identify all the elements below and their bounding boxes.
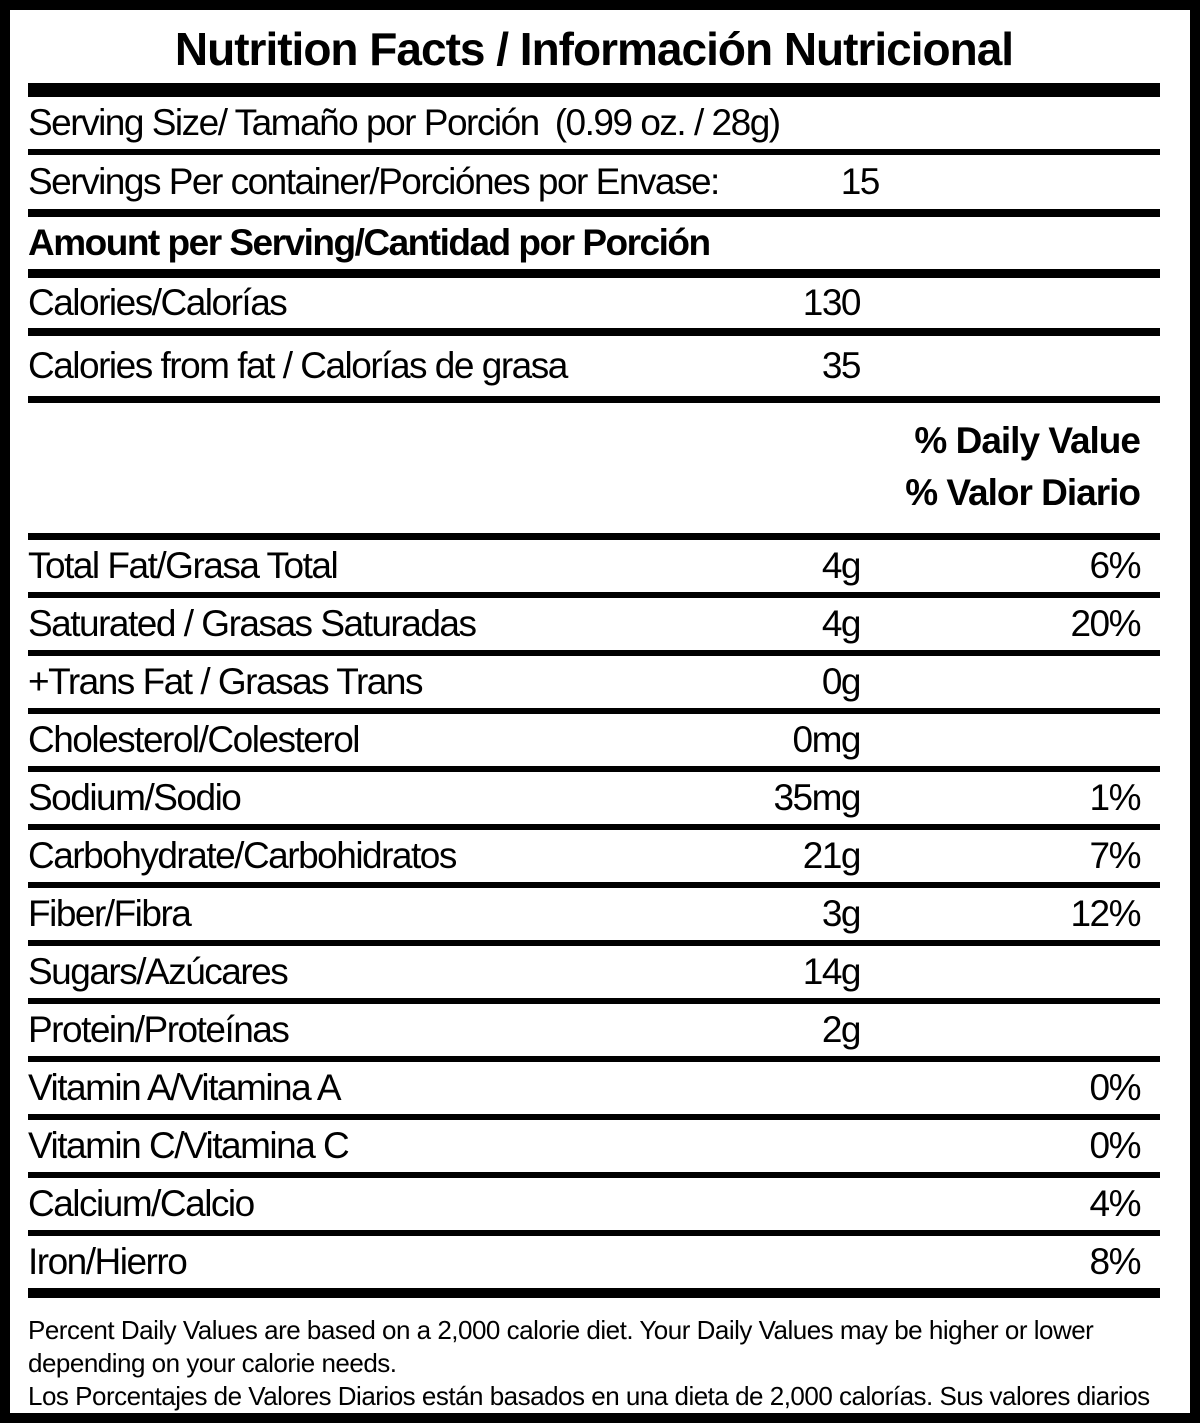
serving-size-value: (0.99 oz. / 28g) bbox=[554, 102, 781, 144]
nutrient-amount: 0g bbox=[821, 661, 862, 703]
nutrient-label: Total Fat/Grasa Total bbox=[28, 545, 339, 587]
nutrient-amount: 35mg bbox=[773, 777, 861, 819]
nutrient-row-carbohydrate: Carbohydrate/Carbohidratos 21g 7% bbox=[28, 830, 1160, 888]
nutrient-row-saturated-fat: Saturated / Grasas Saturadas 4g 20% bbox=[28, 598, 1160, 656]
nutrient-label: Sugars/Azúcares bbox=[28, 951, 289, 993]
nutrient-amount: 2g bbox=[821, 1009, 862, 1051]
nutrient-dv: 4% bbox=[1089, 1183, 1142, 1225]
nutrient-label: Iron/Hierro bbox=[28, 1241, 188, 1283]
servings-per-container-label: Servings Per container/Porciónes por Env… bbox=[28, 161, 720, 203]
nutrient-dv: 7% bbox=[1089, 835, 1142, 877]
nutrient-label: Saturated / Grasas Saturadas bbox=[28, 603, 477, 645]
nutrient-amount: 3g bbox=[821, 893, 862, 935]
serving-size-label: Serving Size/ Tamaño por Porción bbox=[28, 102, 540, 144]
serving-size-row: Serving Size/ Tamaño por Porción (0.99 oz… bbox=[28, 97, 1160, 155]
daily-value-header-es: % Valor Diario bbox=[905, 471, 1141, 513]
nutrient-row-total-fat: Total Fat/Grasa Total 4g 6% bbox=[28, 540, 1160, 598]
nutrient-label: Vitamin C/Vitamina C bbox=[28, 1125, 350, 1167]
daily-value-header-en: % Daily Value bbox=[914, 419, 1141, 461]
nutrient-dv: 6% bbox=[1089, 545, 1142, 587]
nutrient-dv: 0% bbox=[1089, 1067, 1142, 1109]
amount-per-serving-heading: Amount per Serving/Cantidad por Porción bbox=[28, 217, 1160, 278]
nutrient-label: +Trans Fat / Grasas Trans bbox=[28, 661, 423, 703]
nutrient-amount: 0mg bbox=[792, 719, 862, 761]
daily-value-header: % Daily Value % Valor Diario bbox=[28, 403, 1160, 540]
nutrient-label: Calcium/Calcio bbox=[28, 1183, 255, 1225]
nutrient-dv: 1% bbox=[1089, 777, 1142, 819]
servings-per-container-value: 15 bbox=[840, 161, 881, 203]
calories-from-fat-value: 35 bbox=[821, 345, 862, 387]
nutrient-label: Cholesterol/Colesterol bbox=[28, 719, 361, 761]
footnote: Percent Daily Values are based on a 2,00… bbox=[28, 1298, 1160, 1413]
nutrient-row-vitamin-c: Vitamin C/Vitamina C 0% bbox=[28, 1120, 1160, 1178]
nutrient-label: Protein/Proteínas bbox=[28, 1009, 290, 1051]
nutrient-amount: 14g bbox=[802, 951, 862, 993]
calories-row: Calories/Calorías 130 bbox=[28, 278, 1160, 336]
calories-value: 130 bbox=[802, 282, 862, 324]
footnote-spanish: Los Porcentajes de Valores Diarios están… bbox=[28, 1380, 1150, 1411]
calories-from-fat-row: Calories from fat / Calorías de grasa 35 bbox=[28, 336, 1160, 403]
nutrient-label: Carbohydrate/Carbohidratos bbox=[28, 835, 457, 877]
nutrient-row-sodium: Sodium/Sodio 35mg 1% bbox=[28, 772, 1160, 830]
nutrient-row-cholesterol: Cholesterol/Colesterol 0mg bbox=[28, 714, 1160, 772]
calories-label: Calories/Calorías bbox=[28, 282, 288, 324]
calories-from-fat-label: Calories from fat / Calorías de grasa bbox=[28, 345, 568, 387]
nutrient-row-calcium: Calcium/Calcio 4% bbox=[28, 1178, 1160, 1236]
nutrient-row-sugars: Sugars/Azúcares 14g bbox=[28, 946, 1160, 1004]
footnote-english: Percent Daily Values are based on a 2,00… bbox=[28, 1314, 1094, 1378]
nutrient-row-trans-fat: +Trans Fat / Grasas Trans 0g bbox=[28, 656, 1160, 714]
label-title: Nutrition Facts / Información Nutriciona… bbox=[174, 23, 1014, 75]
nutrient-dv: 12% bbox=[1070, 893, 1141, 935]
nutrient-label: Fiber/Fibra bbox=[28, 893, 192, 935]
amount-per-serving-label: Amount per Serving/Cantidad por Porción bbox=[28, 222, 711, 264]
nutrient-dv: 0% bbox=[1089, 1125, 1142, 1167]
nutrient-dv: 8% bbox=[1089, 1241, 1142, 1283]
nutrient-row-fiber: Fiber/Fibra 3g 12% bbox=[28, 888, 1160, 946]
nutrient-amount: 4g bbox=[821, 545, 862, 587]
nutrient-amount: 4g bbox=[821, 603, 862, 645]
nutrient-label: Sodium/Sodio bbox=[28, 777, 242, 819]
servings-per-container-row: Servings Per container/Porciónes por Env… bbox=[28, 155, 1160, 217]
nutrient-label: Vitamin A/Vitamina A bbox=[28, 1067, 342, 1109]
nutrient-dv: 20% bbox=[1070, 603, 1141, 645]
nutrient-row-vitamin-a: Vitamin A/Vitamina A 0% bbox=[28, 1062, 1160, 1120]
nutrient-row-protein: Protein/Proteínas 2g bbox=[28, 1004, 1160, 1062]
nutrient-amount: 21g bbox=[802, 835, 862, 877]
nutrient-row-iron: Iron/Hierro 8% bbox=[28, 1236, 1160, 1298]
title-divider-bar bbox=[28, 82, 1160, 97]
